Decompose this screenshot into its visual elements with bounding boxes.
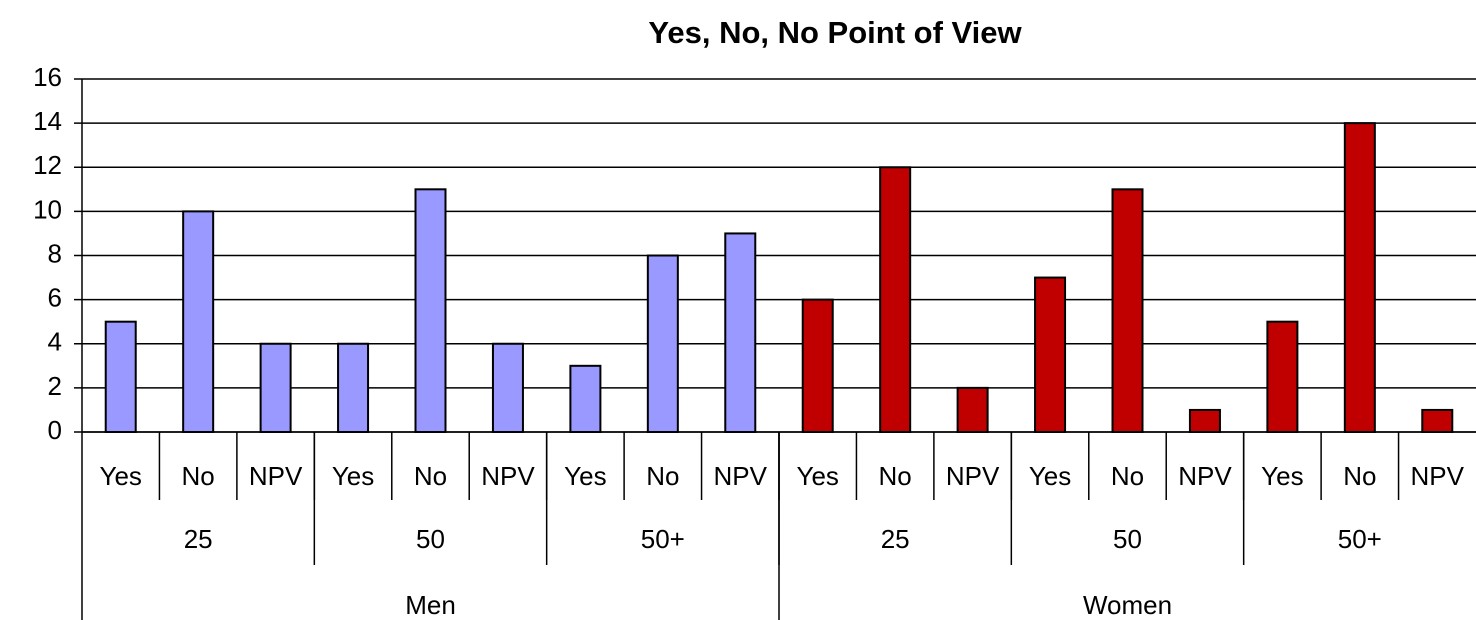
bar <box>879 166 912 433</box>
x-tick-label: NPV <box>946 461 1000 491</box>
x-tick-label: Yes <box>564 461 606 491</box>
x-tick-label: Yes <box>332 461 374 491</box>
bar <box>1266 320 1299 433</box>
x-tick-label: NPV <box>481 461 535 491</box>
bar <box>104 320 137 433</box>
bar <box>337 342 370 433</box>
x-tick-label: NPV <box>714 461 768 491</box>
subgroup-label: 25 <box>184 524 213 554</box>
y-tick-label: 4 <box>48 327 62 357</box>
subgroup-label: 50+ <box>1338 524 1382 554</box>
bar <box>801 298 834 433</box>
x-tick-label: Yes <box>1029 461 1071 491</box>
x-tick-label: No <box>182 461 215 491</box>
bar <box>569 364 602 433</box>
y-tick-label: 12 <box>33 150 62 180</box>
subgroup-label: 25 <box>881 524 910 554</box>
group-label: Men <box>405 590 456 620</box>
y-tick-label: 14 <box>33 106 62 136</box>
y-tick-label: 6 <box>48 283 62 313</box>
bar <box>259 342 292 433</box>
x-tick-label: No <box>1111 461 1144 491</box>
bar <box>491 342 524 433</box>
chart-title: Yes, No, No Point of View <box>648 15 1022 50</box>
x-tick-label: Yes <box>797 461 839 491</box>
x-tick-label: Yes <box>1261 461 1303 491</box>
x-tick-label: Yes <box>100 461 142 491</box>
x-tick-label: No <box>646 461 679 491</box>
group-label: Women <box>1083 590 1172 620</box>
bar <box>646 254 679 433</box>
bar <box>414 188 447 433</box>
bar <box>1421 408 1454 433</box>
y-tick-label: 0 <box>48 415 62 445</box>
x-tick-label: NPV <box>1411 461 1465 491</box>
x-tick-label: No <box>879 461 912 491</box>
bar <box>1111 188 1144 433</box>
bar <box>1188 408 1221 433</box>
bar <box>182 210 215 433</box>
subgroup-label: 50 <box>1113 524 1142 554</box>
x-tick-label: No <box>414 461 447 491</box>
y-tick-label: 2 <box>48 371 62 401</box>
x-tick-label: NPV <box>1178 461 1232 491</box>
bar <box>1343 122 1376 433</box>
y-tick-label: 16 <box>33 62 62 92</box>
subgroup-label: 50+ <box>641 524 685 554</box>
y-tick-label: 8 <box>48 238 62 268</box>
subgroup-label: 50 <box>416 524 445 554</box>
y-tick-label: 10 <box>33 194 62 224</box>
bar <box>1034 276 1067 433</box>
x-tick-label: No <box>1343 461 1376 491</box>
bar <box>956 386 989 433</box>
bar <box>724 232 757 433</box>
x-tick-label: NPV <box>249 461 303 491</box>
